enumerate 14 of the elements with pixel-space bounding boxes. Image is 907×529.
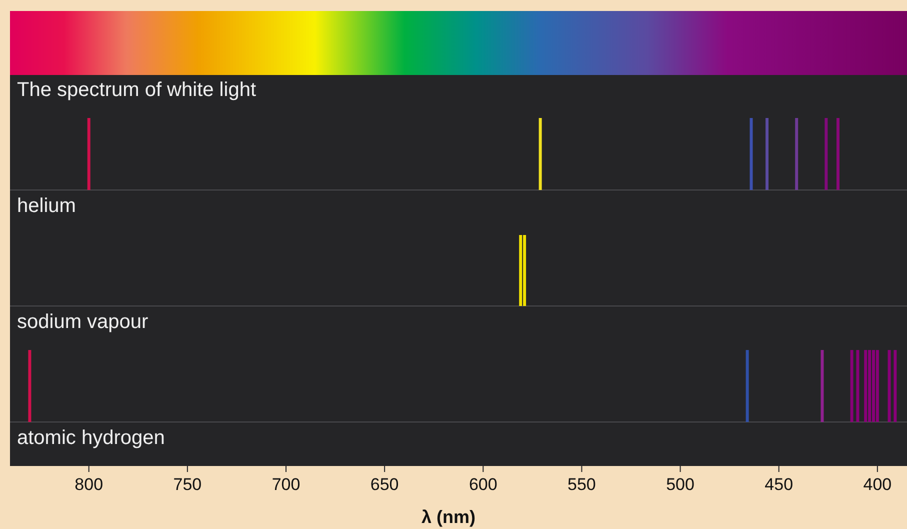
x-tick-label: 650 xyxy=(370,475,399,494)
x-tick-label: 600 xyxy=(468,475,498,494)
x-tick-label: 750 xyxy=(173,475,202,494)
text: The spectrum of white light xyxy=(17,79,256,101)
x-tick-label: 800 xyxy=(74,475,104,494)
x-tick-label: 500 xyxy=(666,475,694,494)
text: sodium vapour xyxy=(17,311,149,333)
x-tick-label: 550 xyxy=(568,475,596,494)
text: helium xyxy=(17,195,76,217)
text: atomic hydrogen xyxy=(17,427,165,449)
x-tick-label: 700 xyxy=(272,475,300,494)
x-tick-label: 450 xyxy=(764,475,794,494)
x-axis-title: λ (nm) xyxy=(422,507,476,527)
x-tick-label: 400 xyxy=(863,475,892,494)
